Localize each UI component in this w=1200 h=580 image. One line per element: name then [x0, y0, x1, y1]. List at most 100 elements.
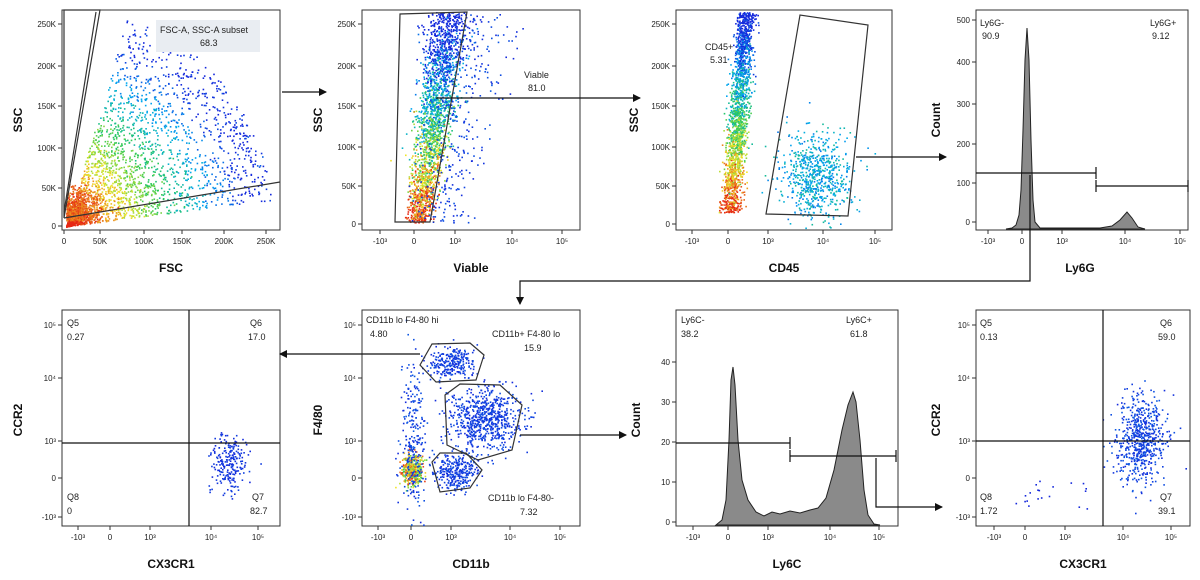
p1-event: [71, 222, 73, 224]
p1-event: [138, 215, 141, 217]
p2-event: [439, 104, 441, 106]
p1-event: [146, 132, 149, 134]
p1-event: [128, 126, 130, 129]
p1-event: [134, 193, 136, 196]
p1-event: [88, 174, 91, 177]
p1-event: [242, 201, 245, 203]
p1-event: [123, 217, 126, 219]
p1-event: [162, 198, 165, 200]
p1-event: [172, 119, 175, 122]
p1-event: [135, 152, 137, 155]
p1-event: [98, 185, 100, 187]
p1-event: [80, 195, 82, 197]
p2-event: [460, 14, 463, 17]
p2-event: [425, 175, 427, 178]
p2-event: [415, 163, 418, 165]
p1-event: [125, 212, 128, 214]
p1-event: [238, 203, 241, 205]
p2-event: [415, 218, 418, 221]
p1-event: [77, 188, 80, 191]
p2-event: [433, 131, 436, 134]
p2-event: [472, 21, 474, 23]
p1-event: [157, 77, 159, 80]
p1-event: [201, 139, 203, 142]
p2-event: [426, 176, 428, 178]
p2-event: [417, 33, 420, 36]
p1-event: [96, 145, 98, 147]
p1-event: [86, 208, 88, 211]
p1-event: [245, 147, 248, 150]
p2-event: [427, 123, 430, 125]
p2-event: [433, 218, 435, 220]
p1-event: [146, 50, 149, 53]
p2-event: [440, 30, 443, 33]
p1-event: [77, 208, 79, 210]
p1-event: [119, 68, 122, 71]
p2-event: [434, 51, 437, 53]
p1-event: [83, 199, 85, 201]
p1-event: [82, 177, 84, 179]
p1-event: [130, 84, 133, 86]
p2-event: [420, 193, 423, 195]
p2-event: [438, 16, 441, 19]
p2-event: [430, 150, 432, 153]
p1-event: [158, 102, 161, 105]
p1-event: [168, 184, 171, 186]
p2-event: [428, 215, 430, 217]
p1-event: [176, 191, 178, 193]
p2-event: [431, 120, 434, 123]
p1-event: [102, 199, 105, 201]
p1-event: [141, 191, 144, 194]
p2-event: [428, 169, 431, 172]
p2-event: [414, 146, 417, 148]
p1-event: [129, 78, 132, 80]
p2-event: [447, 59, 450, 61]
p1-event: [117, 74, 119, 77]
p1-event: [130, 139, 133, 142]
p1-event: [229, 203, 231, 206]
p1-event: [239, 178, 242, 181]
p1-event: [175, 132, 178, 134]
p1-event: [262, 156, 264, 158]
p2-event: [432, 73, 435, 75]
p1-event: [148, 167, 150, 169]
p2-event: [450, 31, 453, 33]
p1-event: [96, 146, 98, 148]
p1-event: [199, 206, 201, 209]
p1-event: [165, 176, 167, 179]
p2-event: [436, 59, 438, 62]
p2-event: [432, 155, 435, 157]
p1-event: [143, 132, 145, 135]
p2-event: [446, 22, 449, 25]
p1-event: [215, 119, 218, 121]
p2-event: [421, 148, 424, 150]
p1-event: [90, 215, 92, 218]
p1-event: [122, 200, 124, 203]
p1-event: [115, 164, 117, 167]
p1-event: [203, 75, 206, 77]
p1-event: [212, 96, 214, 99]
p1-event: [144, 104, 147, 107]
p1-event: [99, 221, 101, 224]
p1-event: [125, 140, 127, 142]
p2-event: [423, 191, 426, 194]
p2-event: [453, 40, 455, 43]
p1-event: [106, 176, 108, 178]
p1-event: [104, 162, 106, 165]
p1-event: [99, 130, 101, 132]
p1-event: [194, 157, 197, 159]
p1-event: [169, 141, 172, 143]
p2-event: [411, 169, 414, 171]
p1-event: [113, 98, 115, 100]
p1-event: [147, 81, 149, 83]
p1-event: [75, 217, 77, 220]
p2-event: [410, 108, 413, 110]
p1-event: [169, 126, 172, 128]
p1-event: [106, 129, 109, 131]
p1-event: [204, 93, 207, 95]
p2-event: [438, 25, 440, 28]
p1-event: [159, 144, 161, 147]
p1-event: [204, 66, 207, 69]
p2-event: [427, 52, 429, 54]
p2-event: [438, 144, 441, 147]
